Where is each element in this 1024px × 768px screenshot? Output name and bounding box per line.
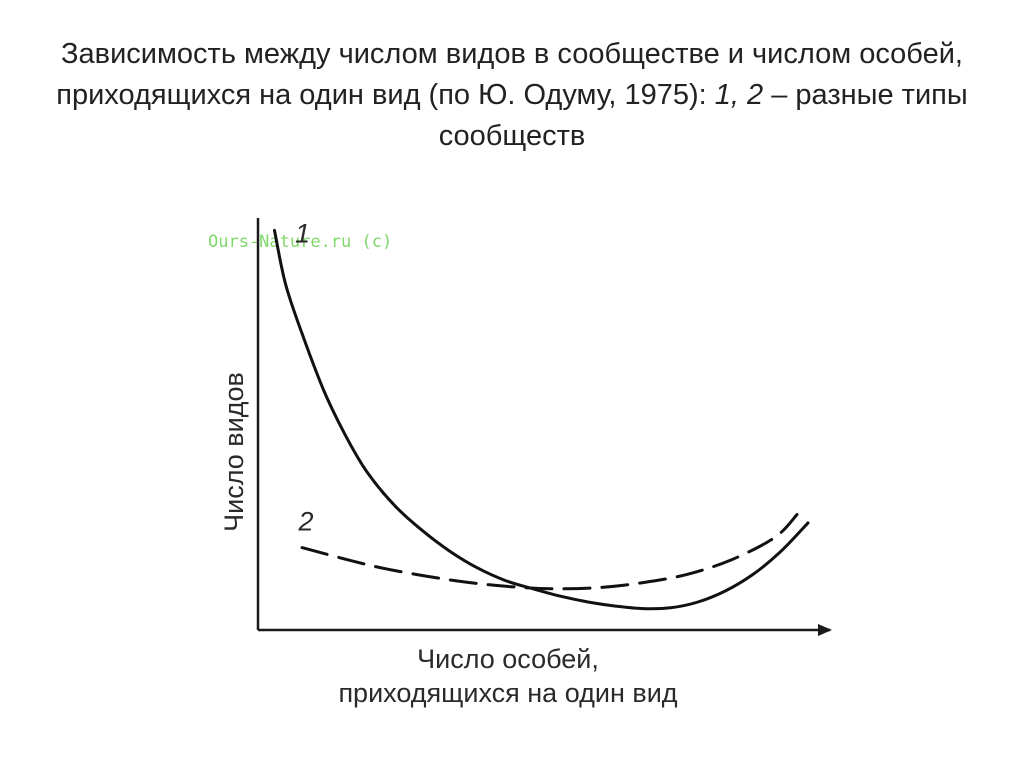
series-1-label: 1 [295,218,310,248]
title-text: Зависимость между числом видов в сообщес… [56,38,963,111]
title-suffix: – разные типы сообществ [438,79,968,152]
title-curve-numbers: 1, 2 [714,79,764,111]
series-2-label: 2 [297,507,313,537]
y-axis-label: Число видов [219,372,249,532]
slide-title: Зависимость между числом видов в сообщес… [40,34,984,157]
watermark: Ours-Nature.ru (c) [208,232,392,252]
series-2-curve [300,513,799,591]
series-1-curve [273,228,810,611]
x-axis-label-line1: Число особей, [417,644,599,674]
series-layer: 12 [273,218,810,611]
x-axis-label-line2: приходящихся на один вид [338,678,677,708]
